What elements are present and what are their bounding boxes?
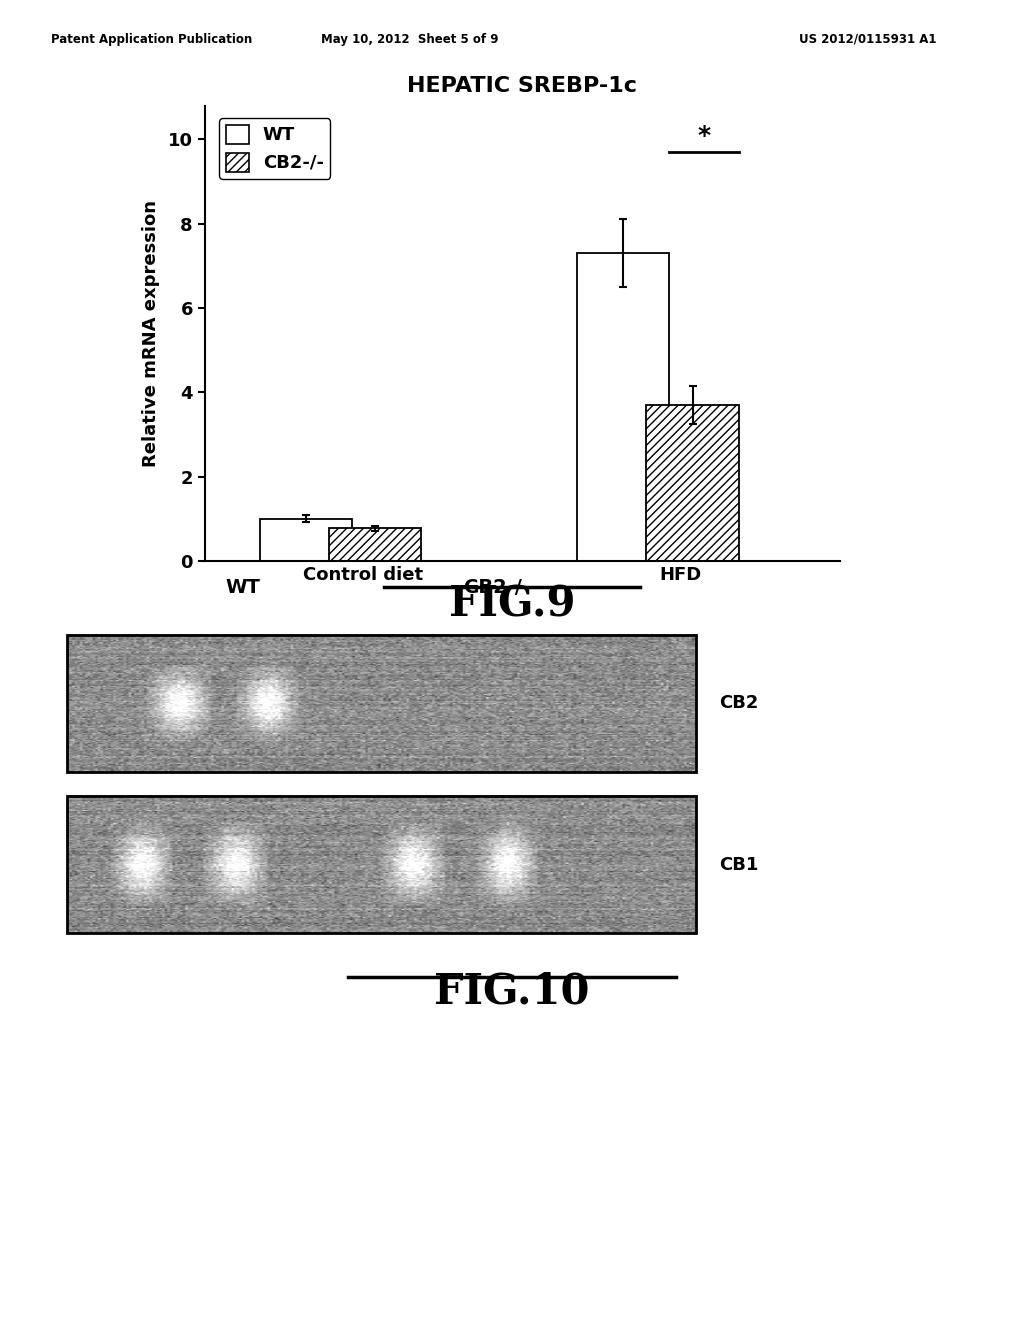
Text: FIG.9: FIG.9 (449, 583, 575, 626)
Bar (578, 253, 670, 561)
Text: CB2-/-: CB2-/- (464, 578, 529, 597)
Text: May 10, 2012  Sheet 5 of 9: May 10, 2012 Sheet 5 of 9 (321, 33, 499, 46)
Bar (67, 635, 696, 772)
Bar (329, 528, 421, 561)
Y-axis label: Relative mRNA expression: Relative mRNA expression (141, 199, 160, 467)
Bar (646, 405, 738, 561)
Bar (67, 796, 696, 933)
Text: FIG.10: FIG.10 (434, 970, 590, 1012)
Legend: WT, CB2-/-: WT, CB2-/- (219, 119, 331, 178)
Title: HEPATIC SREBP-1c: HEPATIC SREBP-1c (408, 75, 637, 96)
Text: *: * (697, 124, 711, 148)
Text: CB1: CB1 (719, 855, 759, 874)
Text: CB2: CB2 (719, 694, 759, 713)
Bar (260, 519, 352, 561)
Text: US 2012/0115931 A1: US 2012/0115931 A1 (799, 33, 936, 46)
Text: WT: WT (225, 578, 261, 597)
Text: Patent Application Publication: Patent Application Publication (51, 33, 253, 46)
